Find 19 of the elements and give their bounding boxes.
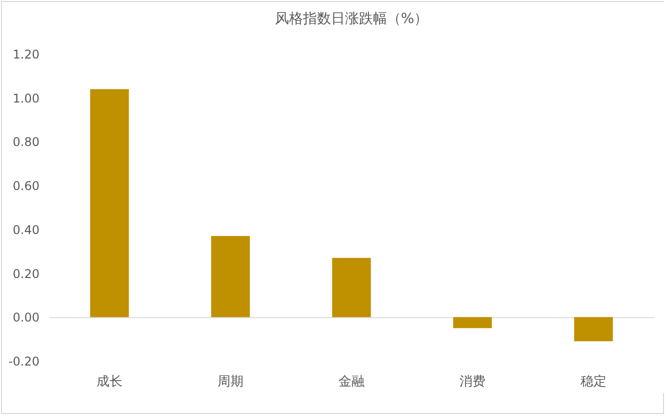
y-tick-label: 0.20: [12, 266, 40, 281]
y-tick-label: 0.40: [12, 222, 40, 237]
y-tick-label: 1.00: [12, 91, 40, 106]
x-tick-label: 周期: [218, 374, 244, 390]
x-tick-label: 稳定: [580, 374, 606, 390]
bar: [211, 236, 250, 318]
chart-title: 风格指数日涨跌幅（%）: [274, 11, 428, 27]
y-tick-label: -0.20: [8, 354, 40, 368]
bar: [453, 317, 492, 328]
x-tick-label: 成长: [96, 374, 122, 390]
y-tick-label: 1.20: [12, 48, 40, 62]
y-tick-label: 0.00: [12, 310, 40, 325]
bar: [90, 89, 129, 318]
x-tick-label: 金融: [338, 374, 364, 390]
x-tick-label: 消费: [460, 374, 486, 390]
y-tick-label: 0.60: [12, 179, 40, 194]
bar: [574, 317, 613, 342]
bar: [332, 258, 371, 318]
y-tick-label: 0.80: [12, 135, 40, 150]
